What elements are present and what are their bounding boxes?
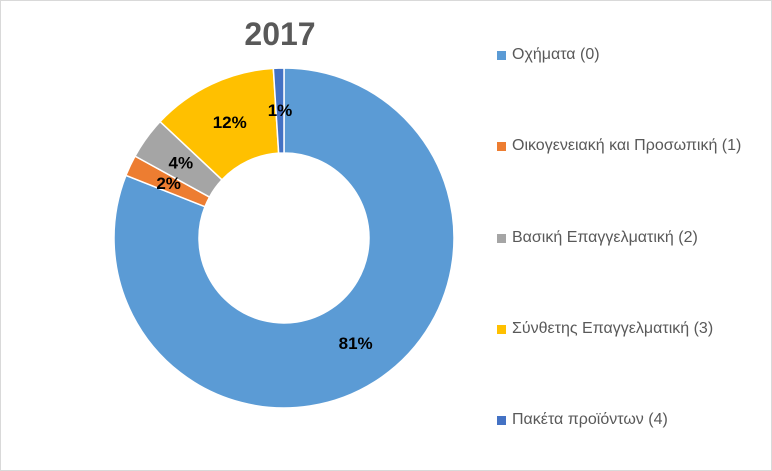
legend-label-1: Οικογενειακή και Προσωπική (1) xyxy=(512,137,742,154)
data-label-0: 81% xyxy=(339,334,373,353)
legend-label-3: Σύνθετης Επαγγελματική (3) xyxy=(512,320,714,337)
legend-swatch-0 xyxy=(497,50,506,60)
chart-title: 2017 xyxy=(244,16,316,52)
legend-label-2: Βασική Επαγγελματική (2) xyxy=(512,229,698,246)
legend-item-0: Οχήματα (0) xyxy=(497,46,600,64)
legend-swatch-1 xyxy=(497,141,506,151)
legend-item-2: Βασική Επαγγελματική (2) xyxy=(497,229,698,247)
doughnut-slice-4 xyxy=(272,67,285,154)
legend-item-4: Πακέτα προϊόντων (4) xyxy=(497,411,668,429)
legend-swatch-2 xyxy=(497,233,506,243)
legend-swatch-4 xyxy=(497,415,506,425)
legend-swatch-3 xyxy=(497,324,506,334)
legend-label-4: Πακέτα προϊόντων (4) xyxy=(512,411,668,428)
legend-label-0: Οχήματα (0) xyxy=(512,46,600,63)
data-label-1: 2% xyxy=(156,174,181,193)
legend-item-3: Σύνθετης Επαγγελματική (3) xyxy=(497,320,713,338)
data-label-2: 4% xyxy=(169,154,194,173)
legend-item-1: Οικογενειακή και Προσωπική (1) xyxy=(497,137,741,155)
doughnut-slice-0 xyxy=(113,67,455,409)
legend: Οχήματα (0) Οικογενειακή και Προσωπική (1… xyxy=(497,0,767,471)
data-label-3: 12% xyxy=(213,113,247,132)
data-label-4: 1% xyxy=(268,101,293,120)
